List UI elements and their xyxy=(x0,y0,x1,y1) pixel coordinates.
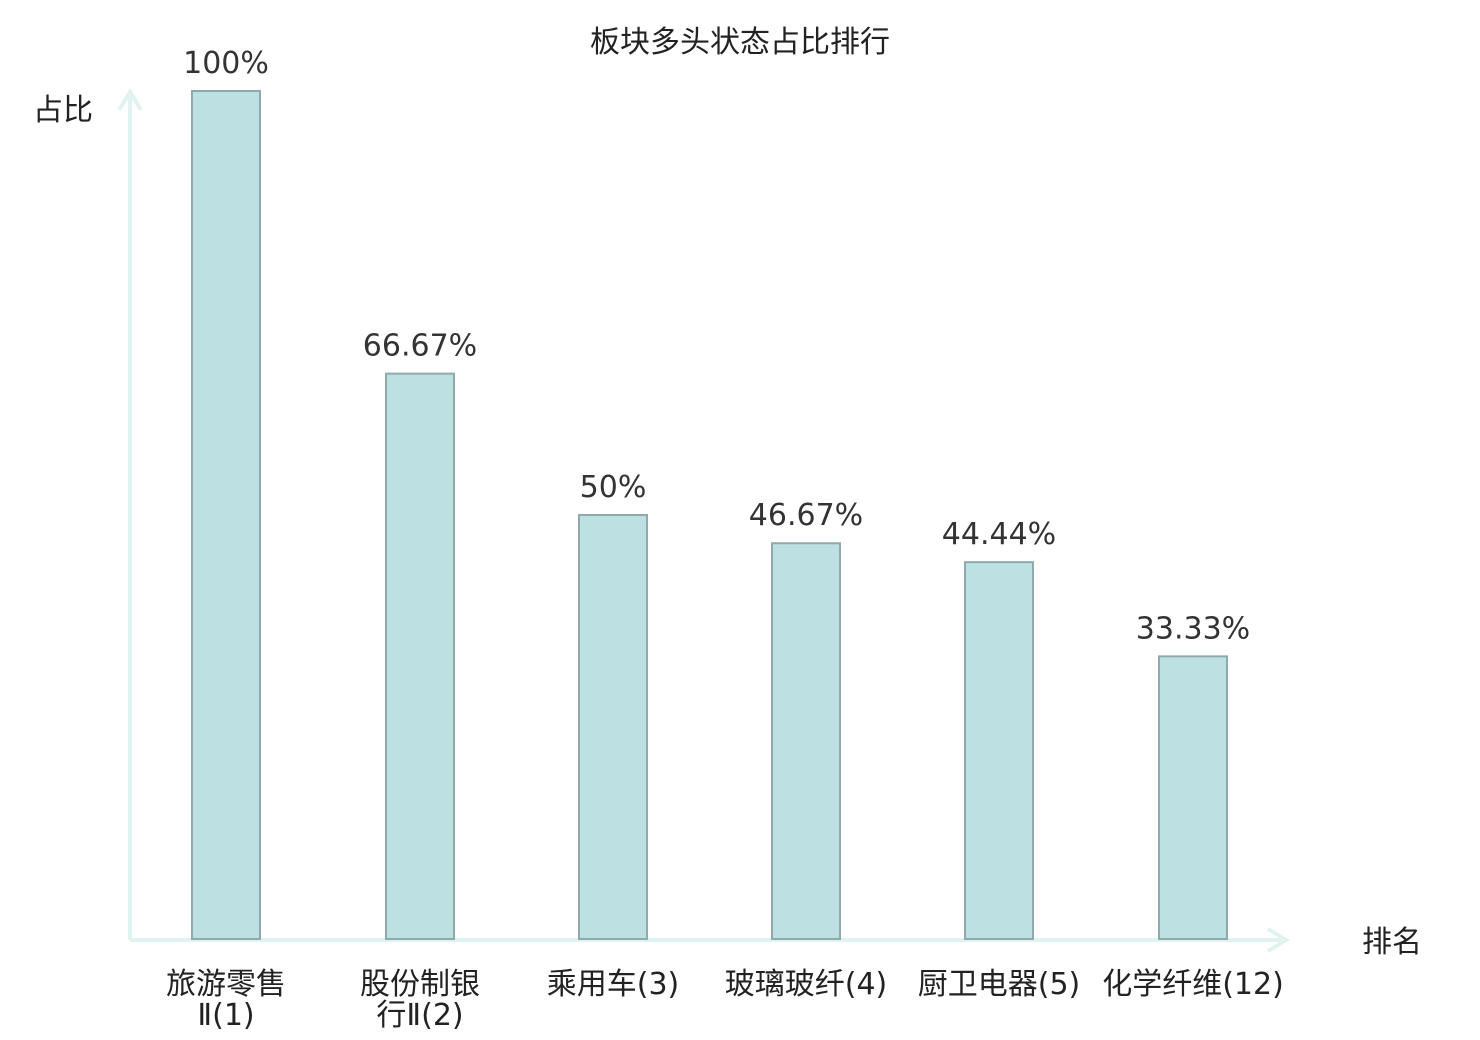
category-name: 乘用车(3) xyxy=(547,967,680,1002)
bar-1 xyxy=(191,90,261,940)
data-label-4: 46.67% xyxy=(749,498,863,533)
category-name: 股份制银 xyxy=(360,967,480,1002)
data-label-5: 44.44% xyxy=(942,517,1056,552)
category-label-3: 乘用车(3) xyxy=(547,967,680,1002)
category-label-5: 厨卫电器(5) xyxy=(918,967,1081,1002)
category-label-4: 玻璃玻纤(4) xyxy=(725,967,888,1002)
bar-2 xyxy=(385,372,455,940)
category-name: 化学纤维(12) xyxy=(1102,967,1284,1002)
bar-6 xyxy=(1158,655,1228,940)
category-rank: 行Ⅱ(2) xyxy=(376,998,463,1033)
category-name: 旅游零售 xyxy=(166,967,286,1002)
data-label-2: 66.67% xyxy=(363,329,477,364)
category-label-6: 化学纤维(12) xyxy=(1102,967,1284,1002)
category-name: 玻璃玻纤(4) xyxy=(725,967,888,1002)
x-axis-label: 排名 xyxy=(1362,925,1422,960)
category-name: 厨卫电器(5) xyxy=(918,967,1081,1002)
data-label-3: 50% xyxy=(580,470,647,505)
data-label-1: 100% xyxy=(183,46,269,81)
x-axis xyxy=(130,927,1290,953)
bar-4 xyxy=(771,542,841,940)
y-axis-arrow xyxy=(117,88,143,112)
chart-title: 板块多头状态占比排行 xyxy=(590,25,890,60)
y-axis-label: 占比 xyxy=(33,93,93,128)
value-labels-group: 100% 66.67% 50% 46.67% 44.44% 33.33% xyxy=(183,46,1250,646)
bar-3 xyxy=(578,514,648,940)
bars-group xyxy=(191,90,1228,940)
x-axis-arrow xyxy=(1266,927,1290,953)
bar-5 xyxy=(964,561,1034,940)
category-rank: Ⅱ(1) xyxy=(197,998,254,1033)
y-axis xyxy=(117,88,143,940)
data-label-6: 33.33% xyxy=(1136,611,1250,646)
